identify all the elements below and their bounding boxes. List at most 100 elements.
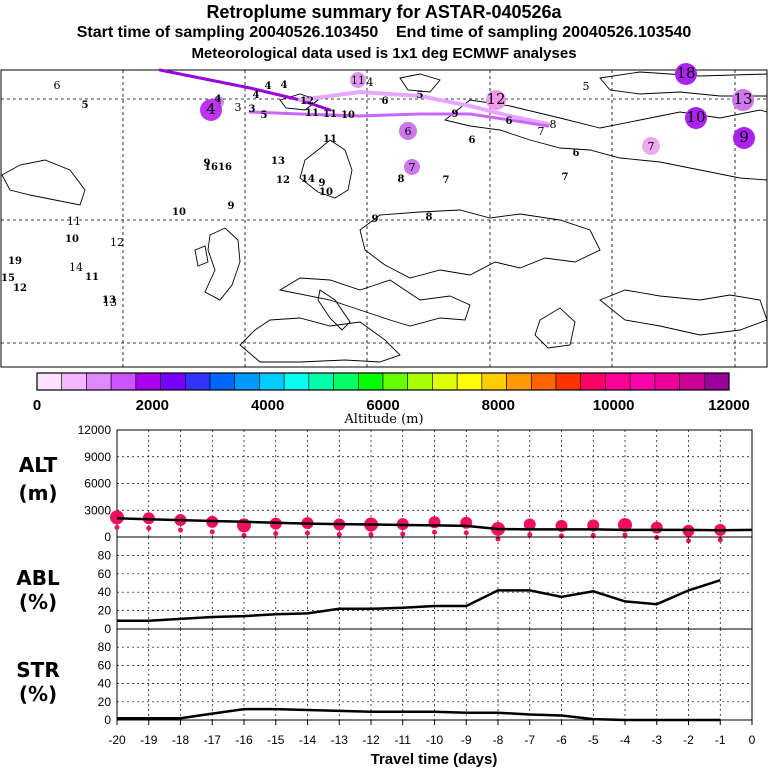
plume-number: 6 <box>506 116 513 127</box>
alt-point-spread <box>336 532 342 538</box>
cluster-label: 9 <box>739 128 749 146</box>
alt-point-spread <box>305 530 310 536</box>
y-tick-label: 9000 <box>84 450 111 464</box>
plume-number: 15 <box>1 273 15 284</box>
x-tick-label: -20 <box>108 733 126 747</box>
alt-point-spread <box>368 532 374 538</box>
plume-number: 12 <box>13 283 27 294</box>
cluster-marker: 10 <box>685 107 707 129</box>
cluster-label: 12 <box>110 236 124 249</box>
panel-unit: (m) <box>18 481 57 505</box>
plume-number: 9 <box>319 178 326 189</box>
y-tick-label: 20 <box>98 695 112 709</box>
y-tick-label: 80 <box>98 548 112 562</box>
colorbar-segment <box>160 372 186 391</box>
colorbar-segment <box>530 372 557 391</box>
figure-title: Retroplume summary for ASTAR-040526a <box>206 2 562 22</box>
alt-point <box>523 518 536 531</box>
cluster-marker: 12 <box>110 236 124 249</box>
plume-number: 12 <box>300 96 314 107</box>
panel-label: STR <box>16 658 59 682</box>
x-tick-label: -6 <box>556 733 567 747</box>
x-tick-label: 0 <box>749 733 756 747</box>
colorbar-segment <box>234 372 260 391</box>
plume-number: 13 <box>102 295 116 306</box>
colorbar-segment <box>110 372 137 391</box>
map-panel: 643114512181310987674711121314 544436596… <box>0 63 768 368</box>
plume-number: 10 <box>172 207 186 218</box>
y-tick-label: 80 <box>98 640 112 654</box>
plume-number: 11 <box>323 109 337 120</box>
x-tick-label: -19 <box>140 733 158 747</box>
x-axis-label: Travel time (days) <box>371 751 498 768</box>
coastlines <box>1 71 768 363</box>
colorbar-segment <box>629 372 656 391</box>
met-data-label: Meteorological data used is 1x1 deg ECMW… <box>191 45 577 62</box>
y-tick-label: 0 <box>104 622 111 636</box>
plume-number: 9 <box>204 158 211 169</box>
cluster-circle <box>399 122 417 140</box>
y-tick-label: 0 <box>104 713 111 727</box>
panel-str: 0 20 40 60 80 STR(%) <box>16 628 753 727</box>
y-tick-label: 6000 <box>84 477 111 491</box>
cluster-label: 7 <box>648 140 655 153</box>
colorbar-tick-label: 4000 <box>251 397 284 414</box>
plume-number: 6 <box>382 96 389 107</box>
plume-number: 11 <box>85 272 99 283</box>
series-line <box>117 579 721 622</box>
plume-number: 10 <box>65 234 79 245</box>
x-tick-label: -15 <box>267 733 285 747</box>
cluster-label: 13 <box>103 296 117 309</box>
plume-number: 19 <box>8 256 22 267</box>
plume-number: 12 <box>276 175 290 186</box>
cluster-marker: 3 <box>235 101 242 114</box>
cluster-marker: 7 <box>642 137 660 155</box>
x-tick-label: -12 <box>362 733 380 747</box>
alt-point <box>650 521 663 534</box>
plume-number: 6 <box>469 135 476 146</box>
trajectory-3 <box>248 110 550 128</box>
plume-number: 8 <box>426 212 433 223</box>
sampling-times: Start time of sampling 20040526.103450 E… <box>0 24 768 42</box>
cluster-label: 11 <box>67 215 81 228</box>
alt-point-spread <box>209 529 215 535</box>
plume-number: 4 <box>253 90 260 101</box>
plume-number: 11 <box>305 108 319 119</box>
cluster-circle <box>404 159 420 175</box>
cluster-marker: 7 <box>404 159 420 175</box>
alt-point-spread <box>463 530 469 536</box>
cluster-marker: 12 <box>486 90 506 110</box>
alt-point <box>618 517 632 532</box>
cluster-circle <box>675 63 697 85</box>
x-axis: -20 -19 -18 -17 -16 -15 -14 -13 -12 -11 -10 -9 -8 -7-… <box>108 720 756 768</box>
plume-number: 10 <box>341 110 355 121</box>
x-tick-label: -13 <box>331 733 349 747</box>
plume-number: 4 <box>265 81 272 92</box>
x-tick-label: -9 <box>461 733 472 747</box>
x-tick-label: -18 <box>172 733 190 747</box>
cluster-label: 4 <box>206 100 216 118</box>
colorbar-frame <box>36 372 730 391</box>
plume-number: 10 <box>319 187 333 198</box>
colorbar-segment <box>184 372 211 391</box>
plume-number: 5 <box>417 90 424 101</box>
cluster-marker: 7 <box>538 125 545 138</box>
start-time-label: Start time of sampling 20040526.103450 <box>76 24 379 41</box>
colorbar-segment <box>456 372 483 391</box>
colorbar-segment <box>605 372 631 391</box>
altitude-colorbar: 0 2000 4000 6000 8000 10000 12000 Altitude (m) <box>33 372 750 427</box>
cluster-marker: 5 <box>583 80 590 93</box>
cluster-label: 13 <box>733 90 752 108</box>
colorbar-segment <box>333 372 359 391</box>
plume-number: 16 <box>218 162 232 173</box>
alt-point-spread <box>717 537 723 543</box>
plume-number: 7 <box>562 172 569 183</box>
cluster-marker: 6 <box>54 79 61 92</box>
colorbar-segment <box>209 372 236 391</box>
cluster-label: 4 <box>367 76 374 89</box>
plume-number: 5 <box>82 100 89 111</box>
map-frame <box>0 69 768 368</box>
panel-unit: (%) <box>19 682 57 706</box>
cluster-markers: 643114512181310987674711121314 <box>54 63 755 309</box>
colorbar-segment <box>432 372 458 391</box>
